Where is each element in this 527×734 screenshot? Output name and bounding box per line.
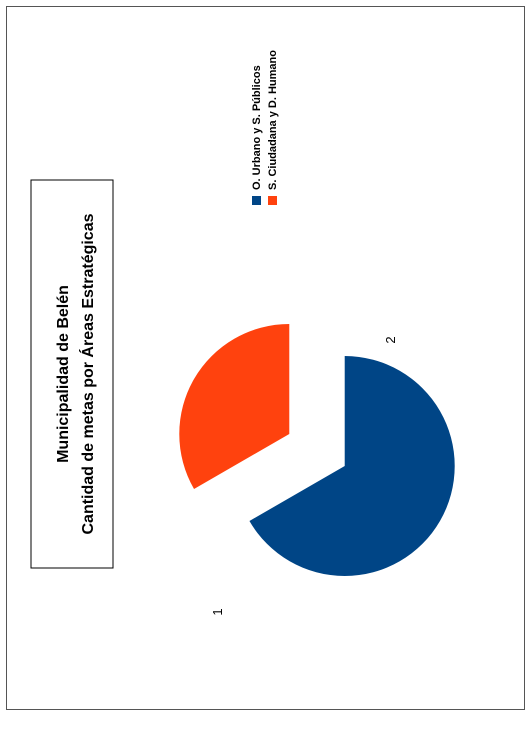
chart-subtitle: Cantidad de metas por Áreas Estratégicas — [78, 213, 97, 534]
chart-title-group: Municipalidad de Belén Cantidad de metas… — [30, 179, 114, 569]
pie-slices — [179, 324, 455, 576]
legend-label-o-urbano: O. Urbano y S. Públicos — [251, 65, 263, 190]
legend-swatch-s-ciudadana — [268, 196, 277, 205]
legend: O. Urbano y S. Públicos S. Ciudadana y D… — [251, 50, 279, 205]
data-label-2: 1 — [210, 608, 225, 615]
data-label-1: 2 — [383, 336, 398, 343]
pie-slice-1 — [249, 356, 455, 576]
chart-title: Municipalidad de Belén — [55, 285, 72, 463]
pie-slice-2 — [179, 324, 290, 489]
pie-data-labels: 21 — [210, 336, 398, 615]
title-box — [30, 179, 114, 569]
legend-swatch-o-urbano — [252, 196, 261, 205]
legend-label-s-ciudadana: S. Ciudadana y D. Humano — [267, 50, 279, 190]
